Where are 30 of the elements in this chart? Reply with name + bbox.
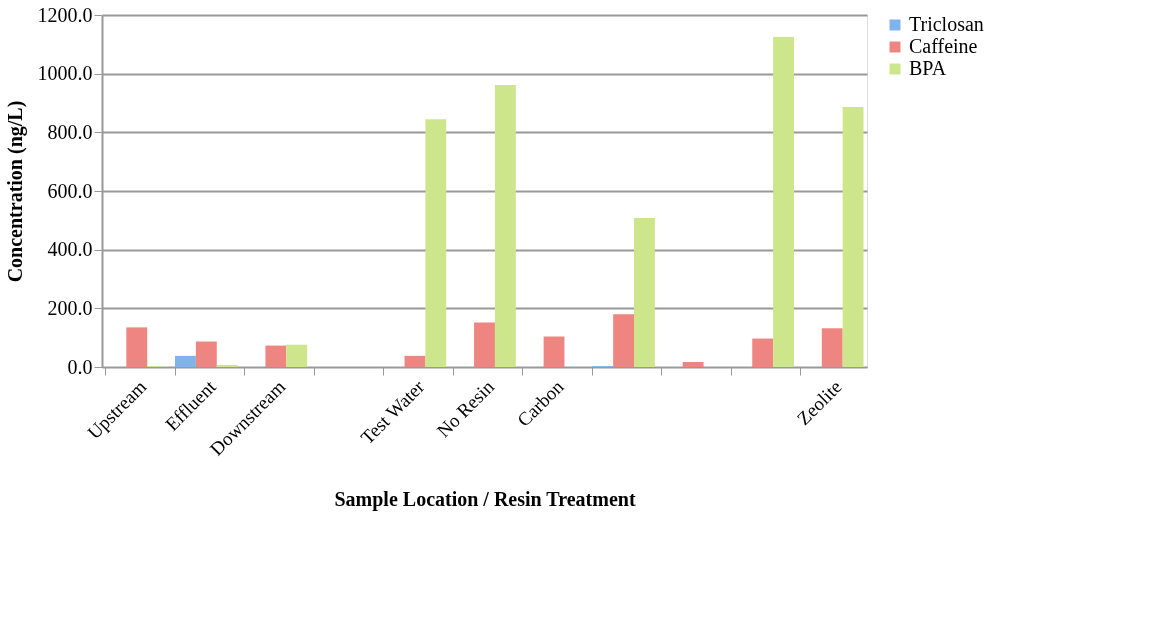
bar bbox=[216, 364, 238, 367]
bar bbox=[613, 314, 635, 367]
legend-label: Caffeine bbox=[909, 35, 978, 57]
y-tick-label: 800.0 bbox=[47, 120, 93, 143]
bar bbox=[286, 344, 308, 367]
bar bbox=[634, 217, 655, 367]
x-axis-title: Sample Location / Resin Treatment bbox=[334, 487, 636, 511]
y-tick-label: 600.0 bbox=[47, 179, 93, 202]
y-tick-label: 400.0 bbox=[47, 238, 93, 261]
bar bbox=[494, 85, 516, 367]
legend-label: Triclosan bbox=[909, 13, 984, 35]
bar bbox=[265, 345, 287, 367]
bar bbox=[404, 355, 426, 367]
bar bbox=[842, 107, 864, 367]
legend-label: BPA bbox=[909, 57, 947, 79]
bar bbox=[425, 119, 447, 367]
y-tick-label: 1200.0 bbox=[37, 3, 93, 26]
bar bbox=[543, 336, 565, 367]
bar bbox=[126, 327, 148, 367]
bar bbox=[773, 37, 794, 367]
y-tick-label: 1000.0 bbox=[37, 62, 93, 85]
y-axis-title: Concentration (ng/L) bbox=[3, 100, 27, 283]
bar bbox=[195, 341, 217, 367]
bar bbox=[175, 355, 196, 367]
y-tick-label: 200.0 bbox=[47, 296, 93, 319]
bar bbox=[752, 338, 774, 367]
bar bbox=[474, 322, 495, 367]
bar bbox=[821, 328, 843, 367]
y-tick-label: 0.0 bbox=[67, 355, 93, 378]
bar bbox=[682, 362, 704, 367]
